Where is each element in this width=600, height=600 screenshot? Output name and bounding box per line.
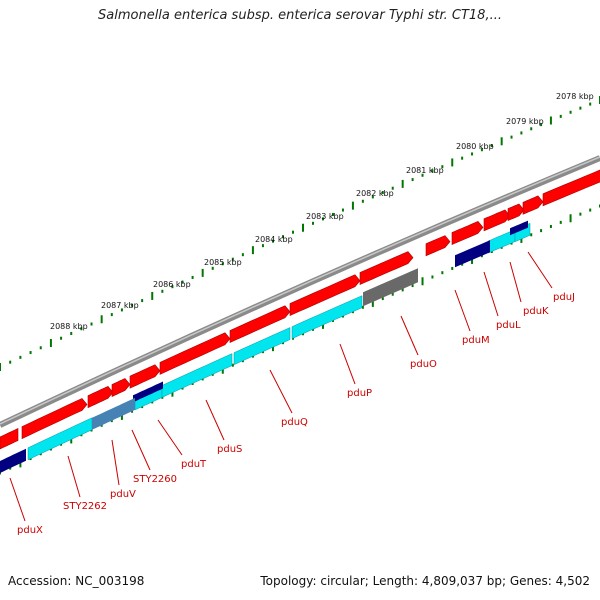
- gene-label-pduL[interactable]: pduL: [496, 320, 521, 331]
- gene-gray: [363, 268, 418, 307]
- gene-label-pduX[interactable]: pduX: [17, 525, 43, 536]
- cds-arrow: [483, 209, 511, 232]
- kbp-label-2085: 2085 kbp: [204, 258, 242, 267]
- kbp-label-2078: 2078 kbp: [556, 92, 594, 101]
- kbp-label-2079: 2079 kbp: [506, 117, 544, 126]
- backbone-highlight: [0, 156, 600, 425]
- gene-steel: [92, 407, 114, 430]
- callout-line: [339, 343, 356, 385]
- gene-label-pduP[interactable]: pduP: [347, 388, 372, 399]
- callout-line: [509, 261, 522, 303]
- gene-label-pduO[interactable]: pduO: [410, 359, 437, 370]
- cds-arrow: [111, 378, 131, 397]
- kbp-label-2087: 2087 kbp: [101, 301, 139, 310]
- cds-arrow: [21, 398, 88, 440]
- gene-labels: pduJ pduK pduL pduM pduO pduP pduQ pduS …: [17, 292, 575, 536]
- kbp-label-2082: 2082 kbp: [356, 189, 394, 198]
- cds-arrow: [129, 364, 161, 389]
- backbone-ring: [0, 155, 600, 428]
- gene-label-pduQ[interactable]: pduQ: [281, 417, 308, 428]
- gene-cyan: [291, 295, 363, 340]
- gene-label-pduM[interactable]: pduM: [462, 335, 490, 346]
- callout-line: [131, 429, 151, 471]
- callout-line: [9, 477, 26, 522]
- cds-arrow: [87, 386, 114, 409]
- gene-label-STY2262[interactable]: STY2262: [63, 501, 107, 512]
- gene-navy: [510, 220, 528, 236]
- cds-arrow: [425, 235, 451, 257]
- gene-label-pduJ[interactable]: pduJ: [553, 292, 575, 303]
- cds-arrow: [289, 274, 361, 316]
- cds-arrow: [542, 169, 600, 207]
- kbp-label-2083: 2083 kbp: [306, 212, 344, 221]
- backbone-arc: [0, 155, 600, 428]
- gene-label-pduK[interactable]: pduK: [523, 306, 549, 317]
- gene-navy: [455, 240, 490, 268]
- gene-navy: [133, 381, 163, 403]
- accession-text: Accession: NC_003198: [8, 574, 145, 588]
- gene-cyan: [233, 327, 291, 366]
- gene-label-pduV[interactable]: pduV: [110, 489, 136, 500]
- gene-label-pduT[interactable]: pduT: [181, 459, 207, 470]
- kbp-label-2088: 2088 kbp: [50, 322, 88, 331]
- callout-line: [205, 399, 225, 441]
- cds-arrow: [451, 221, 484, 245]
- cds-arrow: [159, 332, 231, 375]
- callout-line: [454, 289, 471, 332]
- callout-line: [157, 419, 183, 456]
- callout-line: [483, 271, 499, 317]
- gene-callout-lines: [9, 251, 553, 522]
- cds-arrow: [229, 305, 291, 343]
- gene-label-STY2260[interactable]: STY2260: [133, 474, 177, 485]
- gene-tracks[interactable]: [0, 169, 600, 473]
- cds-arrow: [507, 203, 525, 222]
- gene-label-pduS[interactable]: pduS: [217, 444, 242, 455]
- kbp-label-2081: 2081 kbp: [406, 166, 444, 175]
- kbp-label-2084: 2084 kbp: [255, 235, 293, 244]
- callout-line: [269, 369, 293, 414]
- scale-ticks: [0, 96, 600, 475]
- callout-line: [527, 251, 553, 289]
- callout-line: [400, 315, 419, 356]
- callout-line: [67, 455, 81, 498]
- gene-cyan: [161, 353, 233, 398]
- gene-navy: [0, 448, 26, 473]
- cds-arrow: [522, 195, 544, 215]
- kbp-label-2086: 2086 kbp: [153, 280, 191, 289]
- kbp-labels: 2078 kbp 2079 kbp 2080 kbp 2081 kbp 2082…: [50, 92, 594, 331]
- kbp-label-2080: 2080 kbp: [456, 142, 494, 151]
- cds-arrow: [359, 251, 414, 285]
- cds-arrow: [0, 428, 19, 450]
- map-title: Salmonella enterica subsp. enterica sero…: [98, 8, 502, 23]
- gene-steel: [114, 397, 135, 420]
- callout-line: [111, 439, 120, 486]
- topology-summary: Topology: circular; Length: 4,809,037 bp…: [260, 574, 590, 588]
